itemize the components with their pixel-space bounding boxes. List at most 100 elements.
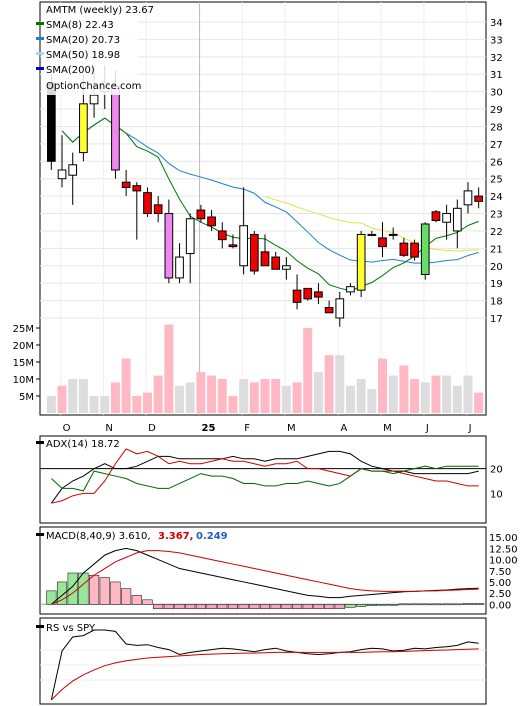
macd-histogram-bar — [313, 604, 324, 610]
volume-bar — [313, 372, 323, 413]
volume-bar — [292, 382, 302, 413]
volume-bar — [281, 385, 291, 413]
price-tick-label: 24 — [490, 192, 503, 203]
price-tick-label: 20 — [490, 262, 503, 273]
volume-bar — [474, 392, 484, 413]
x-axis: O N D 25 F M A M J J — [63, 423, 472, 434]
rs-lines — [50, 629, 479, 701]
macd-tick-label: 10.00 — [489, 556, 518, 567]
candle-body — [346, 286, 355, 293]
sma20-line — [61, 117, 479, 264]
price-tick-label: 31 — [490, 70, 503, 81]
candle-body — [431, 211, 441, 221]
price-tick-label: 23 — [490, 210, 503, 221]
price-tick-label: 28 — [490, 122, 503, 133]
x-tick-label: A — [340, 423, 347, 434]
candle-body — [314, 291, 323, 298]
volume-bar — [143, 392, 152, 413]
legend-swatch-sma20 — [36, 37, 44, 40]
macd-histogram-bar — [356, 604, 367, 607]
volume-bar — [260, 379, 270, 413]
x-tick-label: J — [468, 423, 472, 434]
macd-histogram-bar — [270, 604, 281, 610]
macd-hist-value: 0.249 — [196, 531, 228, 542]
volume-bar — [356, 379, 366, 413]
adx-label: ADX(14) 18.72 — [46, 439, 120, 450]
x-tick-label: J — [425, 423, 429, 434]
macd-histogram-bar — [238, 604, 249, 610]
price-y-axis: 34 33 32 31 30 29 28 27 26 25 24 23 22 21 20 19 18 17 — [490, 18, 503, 325]
macd-histogram-bar — [452, 603, 463, 606]
legend-sma200: SMA(200) — [46, 65, 95, 76]
macd-histogram — [46, 572, 484, 610]
legend-ticker: AMTM (weekly) 23.67 — [46, 5, 154, 16]
candle-body — [474, 195, 484, 202]
volume-bar — [239, 379, 249, 413]
macd-histogram-bar — [163, 604, 174, 610]
volume-bar — [324, 355, 334, 413]
adx-legend-swatch — [36, 441, 44, 444]
adx-series-line — [50, 450, 479, 504]
macd-histogram-bar — [259, 604, 271, 610]
macd-histogram-bar — [174, 604, 185, 610]
volume-bar — [89, 396, 99, 413]
adx-tick-label: 20 — [490, 465, 503, 476]
x-tick-label: N — [105, 423, 112, 434]
macd-histogram-bar — [302, 604, 313, 610]
macd-histogram-bar — [334, 604, 345, 610]
candle-body — [57, 169, 67, 180]
rs-label: RS vs SPY — [46, 623, 96, 634]
macd-histogram-bar — [56, 581, 68, 605]
candle-body — [271, 256, 281, 270]
volume-bar — [399, 365, 409, 413]
legend-swatch-sma50 — [36, 52, 44, 55]
candle-body — [132, 185, 142, 192]
macd-legend-swatch — [36, 533, 44, 536]
volume-bar — [164, 324, 174, 413]
macd-tick-label: 12.50 — [489, 544, 518, 555]
macd-histogram-bar — [153, 604, 164, 610]
legend-sma20: SMA(20) 20.73 — [46, 35, 120, 46]
candlesticks — [46, 65, 484, 327]
volume-bar — [303, 328, 313, 413]
macd-histogram-bar — [281, 604, 292, 610]
candle-body — [175, 256, 184, 279]
adx-tick-label: 10 — [490, 489, 503, 500]
macd-histogram-bar — [430, 603, 441, 606]
candle-body — [292, 289, 302, 303]
candle-body — [303, 287, 313, 300]
volume-bar — [335, 355, 345, 413]
volume-bar — [46, 396, 56, 413]
candle-body — [463, 190, 473, 206]
x-tick-label: D — [148, 423, 156, 434]
candle-body — [399, 242, 409, 256]
price-legend: AMTM (weekly) 23.67 SMA(8) 22.43 SMA(20)… — [36, 3, 154, 95]
candle-body — [420, 223, 430, 275]
price-tick-label: 30 — [490, 88, 503, 99]
volume-bar — [431, 375, 441, 413]
macd-tick-label: 7.50 — [489, 567, 511, 578]
x-tick-label: O — [63, 423, 71, 434]
legend-swatch-sma200 — [36, 67, 44, 70]
price-tick-label: 32 — [490, 53, 503, 64]
legend-background — [42, 3, 138, 95]
price-tick-label: 26 — [490, 157, 503, 168]
volume-bar — [121, 358, 131, 413]
candle-body — [228, 244, 238, 248]
price-tick-label: 18 — [490, 297, 503, 308]
rs-series-line — [50, 648, 479, 701]
candle-body — [68, 164, 78, 176]
macd-histogram-bar — [142, 599, 153, 605]
adx-lines — [50, 448, 479, 504]
price-tick-label: 27 — [490, 140, 503, 151]
volume-bar — [196, 372, 206, 413]
volume-tick-label: 10M — [13, 375, 34, 386]
volume-tick-label: 20M — [13, 341, 34, 352]
volume-bar — [410, 379, 420, 413]
macd-histogram-bar — [46, 590, 57, 605]
macd-histogram-bar — [366, 604, 377, 606]
price-tick-label: 29 — [490, 105, 503, 116]
volume-bar — [217, 379, 227, 413]
macd-histogram-bar — [206, 604, 217, 610]
candle-body — [378, 237, 387, 248]
